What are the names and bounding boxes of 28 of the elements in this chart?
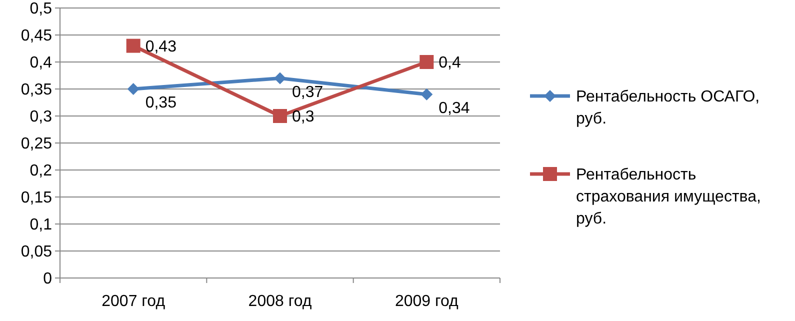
data-label: 0,34	[438, 100, 470, 117]
point	[127, 83, 140, 95]
point	[420, 55, 434, 69]
legend-label: Рентабельность страхования имущества, руб.	[576, 166, 761, 228]
y-tick-label: 0,4	[30, 54, 52, 72]
point	[273, 109, 287, 123]
x-tick-label: 2007 год	[102, 293, 166, 310]
data-label: 0,35	[145, 94, 177, 112]
legend-label: Рентабельность ОСАГО, руб.	[576, 88, 760, 128]
y-tick-label: 0,25	[20, 136, 52, 153]
y-tick-label: 0,3	[30, 108, 52, 126]
point	[126, 38, 140, 53]
y-tick-label: 0,05	[20, 244, 52, 261]
point	[274, 72, 286, 84]
data-label: 0,3	[292, 108, 314, 126]
data-label: 0,4	[438, 54, 462, 72]
y-tick-label: 0	[43, 270, 52, 288]
y-tick-label: 0,45	[20, 28, 52, 45]
y-tick-label: 0,1	[30, 216, 52, 234]
y-tick-label: 0,15	[20, 190, 52, 207]
y-tick-label: 0,35	[20, 82, 52, 99]
y-tick-label: 0,2	[30, 162, 52, 180]
y-tick-label: 0,5	[30, 0, 52, 18]
data-label: 0,43	[145, 38, 177, 56]
x-tick-label: 2009 год	[394, 293, 460, 310]
point	[420, 88, 433, 100]
data-label: 0,37	[292, 84, 324, 101]
x-tick-label: 2008 год	[248, 293, 312, 310]
